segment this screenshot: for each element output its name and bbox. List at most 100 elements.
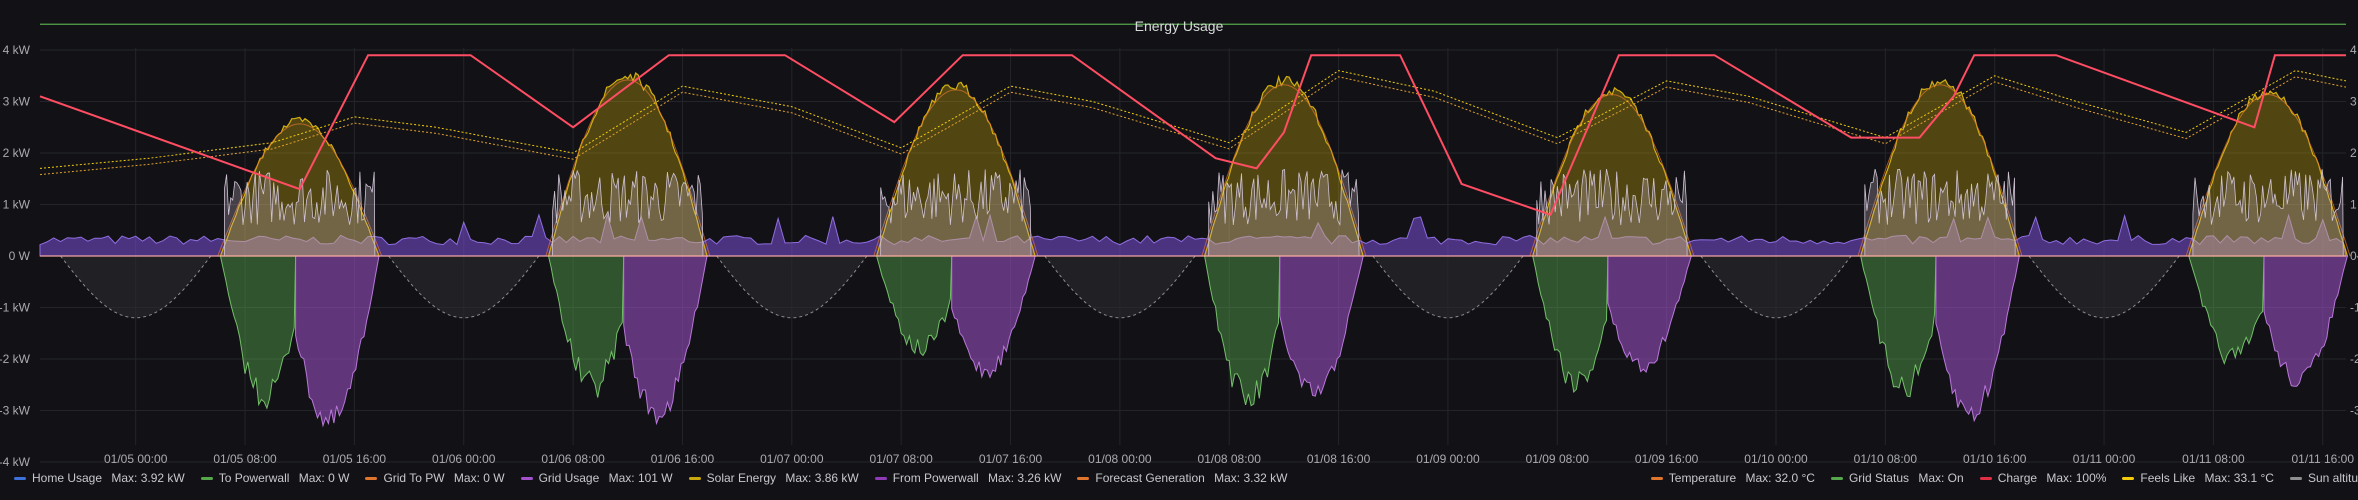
solar-energy-area [1203,74,1365,257]
temperature-line [39,76,2347,176]
legend-swatch [14,476,26,480]
home-usage-area [1208,169,1360,257]
sun-altitude-area [1044,256,1196,318]
feels-like-line [39,70,2347,169]
legend-max-value: Max: 101 W [605,471,673,485]
forecast-generation-line [1857,84,2023,257]
legend-swatch [874,476,887,480]
legend-label: Temperature [1668,471,1737,485]
forecast-generation-line [217,123,383,257]
x-tick-label: 01/10 16:00 [1963,452,2027,466]
legend-label: Grid To PW [383,471,445,485]
x-tick-label: 01/09 00:00 [1416,452,1480,466]
y-tick-label: -1 kW [0,301,31,315]
y-tick-label: -4 kW [0,455,31,469]
y-tick-label: 1 kW [3,198,31,212]
sun-altitude-area [60,256,211,318]
to-powerwall-area [1204,255,1281,407]
charge-line [39,54,2346,217]
legend-item-charge[interactable]: Charge Max: 100% [1979,471,2107,485]
home-usage-area [552,169,704,257]
to-powerwall-area [548,255,625,398]
y-right-tick-label: 3 [2350,95,2357,109]
legend-max-value: Max: 3.92 kW [108,471,185,485]
y-right-tick-label: -1 [2350,301,2358,315]
x-tick-label: 01/06 00:00 [432,452,496,466]
home-usage-area [880,169,1032,257]
x-tick-label: 01/11 08:00 [2182,452,2245,466]
grid-usage-export-area [1935,255,2020,423]
legend-item-grid-to-pw[interactable]: Grid To PW Max: 0 W [365,471,505,485]
legend-item-temperature[interactable]: Temperature Max: 32.0 °C [1650,471,1815,485]
forecast-generation-line [545,79,711,257]
legend-max-value: Max: 3.26 kW [984,471,1062,485]
legend-max-value: Max: 32.0 °C [1742,471,1815,485]
x-tick-label: 01/07 08:00 [869,452,933,466]
legend-item-grid-usage[interactable]: Grid Usage Max: 101 W [520,471,673,485]
legend-item-home-usage[interactable]: Home Usage Max: 3.92 kW [14,471,185,485]
x-tick-label: 01/06 08:00 [541,452,605,466]
grid-usage-export-area [295,255,380,428]
grid-usage-area [39,212,2347,257]
legend-item-to-powerwall[interactable]: To Powerwall Max: 0 W [200,471,350,485]
to-powerwall-area [1532,255,1609,394]
x-tick-label: 01/05 16:00 [323,452,387,466]
sun-altitude-series [60,255,2358,319]
x-tick-label: 01/05 00:00 [104,452,168,466]
x-tick-label: 01/11 16:00 [2292,452,2355,466]
legend-left: Home Usage Max: 3.92 kW To Powerwall Max:… [14,471,1287,485]
y-tick-label: 2 kW [3,146,31,160]
legend-label: Feels Like [2140,471,2196,485]
x-tick-label: 01/08 00:00 [1088,452,1152,466]
legend-max-value: Max: 33.1 °C [2201,471,2274,485]
legend-max-value: Max: 100% [2043,471,2107,485]
legend-item-forecast-generation[interactable]: Forecast Generation Max: 3.32 kW [1077,471,1287,485]
legend-item-solar-energy[interactable]: Solar Energy Max: 3.86 kW [688,471,859,485]
grid-usage-export-area [1607,255,1692,373]
y-right-tick-label: 0 [2350,249,2357,263]
legend-max-value: Max: 0 W [450,471,505,485]
legend-max-value: Max: 3.32 kW [1210,471,1288,485]
legend-swatch [1830,476,1843,480]
legend-swatch [365,476,378,480]
to-powerwall-area [219,255,297,410]
x-tick-label: 01/08 16:00 [1307,452,1371,466]
sun-altitude-area [1372,256,1524,318]
solar-energy-area [547,71,708,257]
solar-day-01-07 [873,81,1039,379]
home-usage-area [2192,169,2344,257]
legend-max-value: Max: 0 W [295,471,350,485]
y-right-tick-label: 1 [2350,198,2357,212]
x-tick-label: 01/05 08:00 [213,452,277,466]
home-usage-area [1864,168,2016,257]
grid-usage-export-area [951,255,1036,379]
legend-max-value: Max: 3.86 kW [782,471,859,485]
to-powerwall-area [876,255,953,357]
forecast-generation-line [1201,84,1367,257]
legend-swatch [688,476,701,480]
solar-day-01-06 [545,71,711,426]
legend-label: Grid Usage [538,471,600,485]
panel-title: Energy Usage [1134,18,1224,34]
sun-altitude-area [716,256,867,318]
solar-energy-area [1531,86,1693,257]
home-usage-area [224,170,376,257]
grid-usage-export-area [623,255,708,426]
solar-day-01-10 [1857,79,2023,423]
legend-item-from-powerwall[interactable]: From Powerwall Max: 3.26 kW [874,471,1062,485]
x-tick-label: 01/10 08:00 [1854,452,1918,466]
legend-item-sun-altitu[interactable]: Sun altitu [2289,471,2358,485]
legend-label: Grid Status [1848,471,1909,485]
legend-max-value: Max: On [1915,471,1964,485]
x-tick-label: 01/08 08:00 [1198,452,1262,466]
y-tick-label: 0 W [9,249,31,263]
solar-day-01-05 [217,116,383,428]
sun-altitude-area [388,256,539,318]
y-tick-label: 4 kW [3,43,31,57]
legend-item-grid-status[interactable]: Grid Status Max: On [1830,471,1964,485]
legend-label: Solar Energy [706,471,777,485]
x-tick-label: 01/06 16:00 [651,452,715,466]
legend-swatch [1077,476,1090,480]
legend-item-feels-like[interactable]: Feels Like Max: 33.1 °C [2122,471,2274,485]
